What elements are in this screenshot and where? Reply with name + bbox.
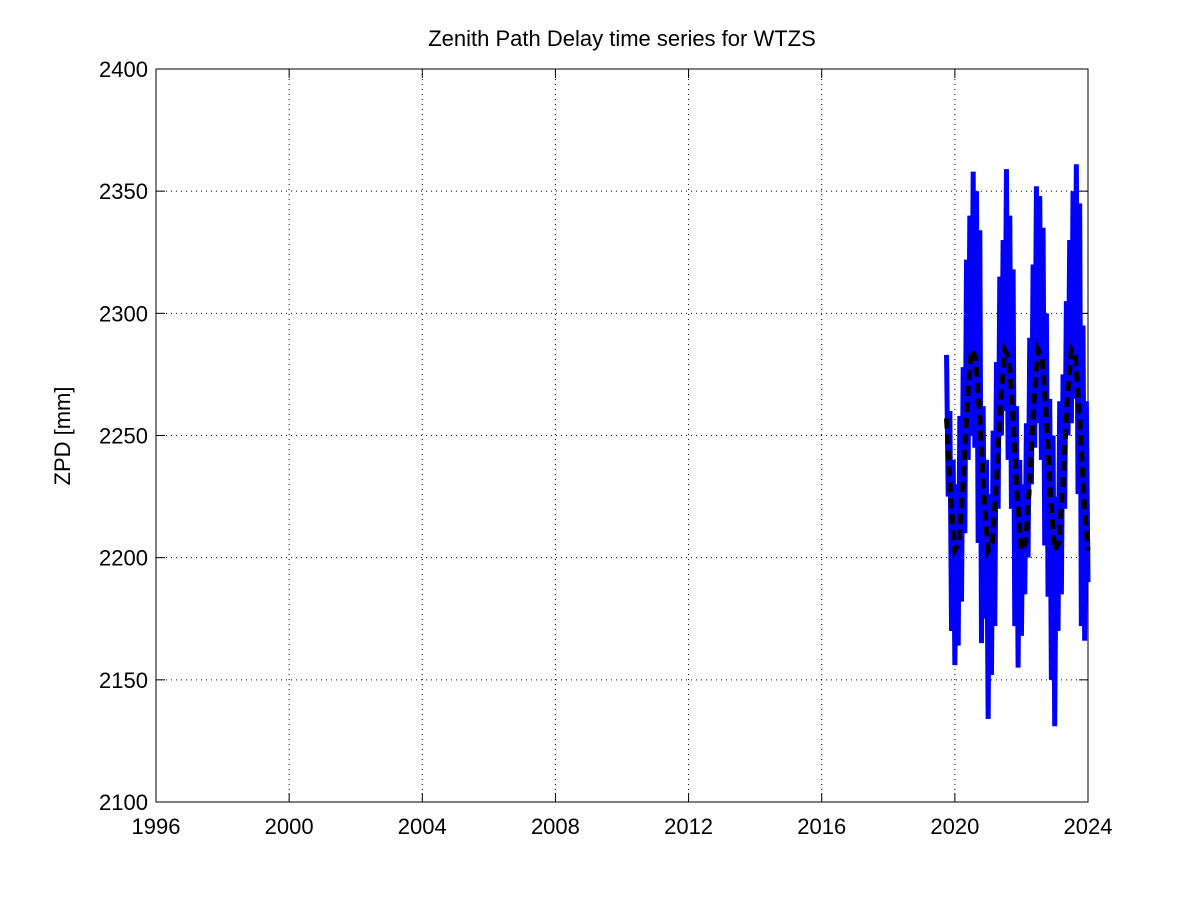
x-tick-label: 2008 xyxy=(531,814,580,839)
y-tick-label: 2250 xyxy=(99,424,148,449)
x-tick-label: 2020 xyxy=(930,814,979,839)
x-tick-label: 1996 xyxy=(132,814,181,839)
chart-title: Zenith Path Delay time series for WTZS xyxy=(428,26,816,51)
x-tick-label: 2004 xyxy=(398,814,447,839)
x-tick-label: 2024 xyxy=(1064,814,1113,839)
y-tick-label: 2150 xyxy=(99,668,148,693)
y-tick-label: 2200 xyxy=(99,546,148,571)
y-axis-label: ZPD [mm] xyxy=(50,387,75,486)
x-tick-label: 2016 xyxy=(797,814,846,839)
x-tick-label: 2012 xyxy=(664,814,713,839)
y-tick-label: 2350 xyxy=(99,179,148,204)
x-tick-label: 2000 xyxy=(265,814,314,839)
y-tick-label: 2100 xyxy=(99,790,148,815)
fit-line xyxy=(944,341,1091,559)
y-tick-label: 2400 xyxy=(99,57,148,82)
y-tick-label: 2300 xyxy=(99,301,148,326)
